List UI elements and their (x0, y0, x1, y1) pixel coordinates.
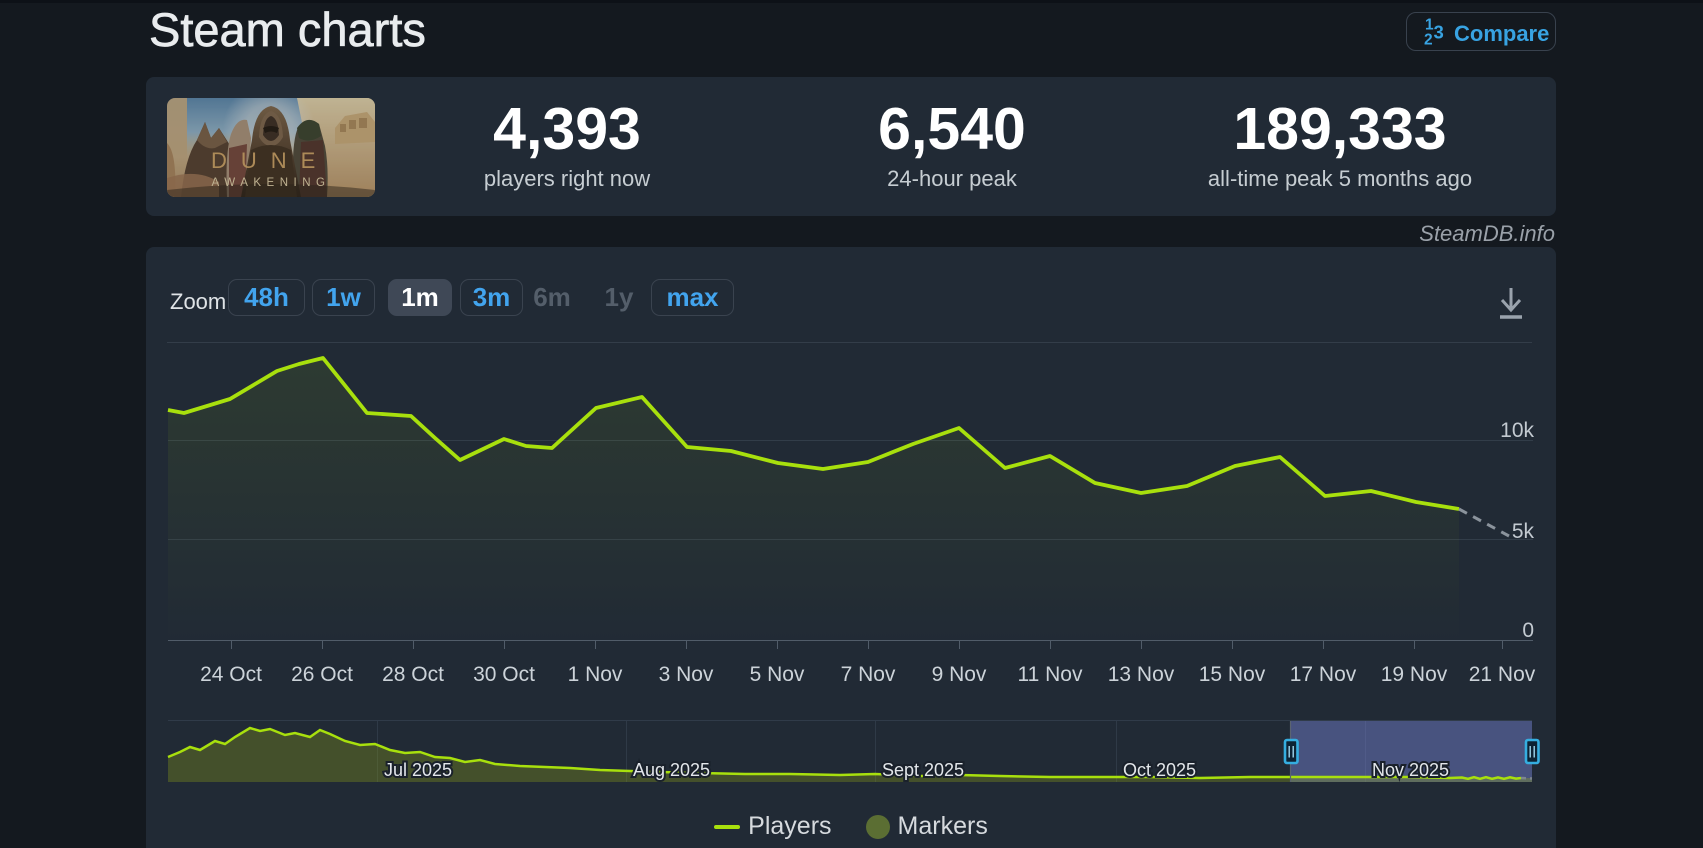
svg-text:3 Nov: 3 Nov (659, 663, 714, 686)
svg-text:24 Oct: 24 Oct (200, 663, 262, 686)
svg-text:Jul 2025: Jul 2025 (384, 760, 452, 780)
svg-text:7 Nov: 7 Nov (841, 663, 896, 686)
svg-text:5k: 5k (1512, 520, 1535, 543)
svg-text:15 Nov: 15 Nov (1199, 663, 1266, 686)
svg-text:11 Nov: 11 Nov (1018, 663, 1083, 686)
svg-text:17 Nov: 17 Nov (1290, 663, 1357, 686)
svg-text:21 Nov: 21 Nov (1469, 663, 1536, 686)
svg-text:1 Nov: 1 Nov (568, 663, 623, 686)
svg-text:0: 0 (1522, 619, 1534, 642)
svg-text:10k: 10k (1500, 419, 1534, 442)
svg-text:1: 1 (1425, 17, 1434, 34)
svg-text:5 Nov: 5 Nov (750, 663, 805, 686)
svg-text:3: 3 (1434, 22, 1444, 43)
svg-text:DUNE: DUNE (211, 148, 329, 173)
svg-text:26 Oct: 26 Oct (291, 663, 353, 686)
svg-text:Sept 2025: Sept 2025 (882, 760, 964, 780)
svg-text:2: 2 (1424, 32, 1433, 49)
svg-text:19 Nov: 19 Nov (1381, 663, 1448, 686)
svg-text:AWAKENING: AWAKENING (212, 177, 331, 189)
svg-text:30 Oct: 30 Oct (473, 663, 535, 686)
svg-text:13 Nov: 13 Nov (1108, 663, 1175, 686)
svg-text:9 Nov: 9 Nov (932, 663, 987, 686)
svg-text:Oct 2025: Oct 2025 (1123, 760, 1196, 780)
svg-text:28 Oct: 28 Oct (382, 663, 444, 686)
svg-text:Nov 2025: Nov 2025 (1372, 760, 1449, 780)
svg-text:Aug 2025: Aug 2025 (633, 760, 710, 780)
